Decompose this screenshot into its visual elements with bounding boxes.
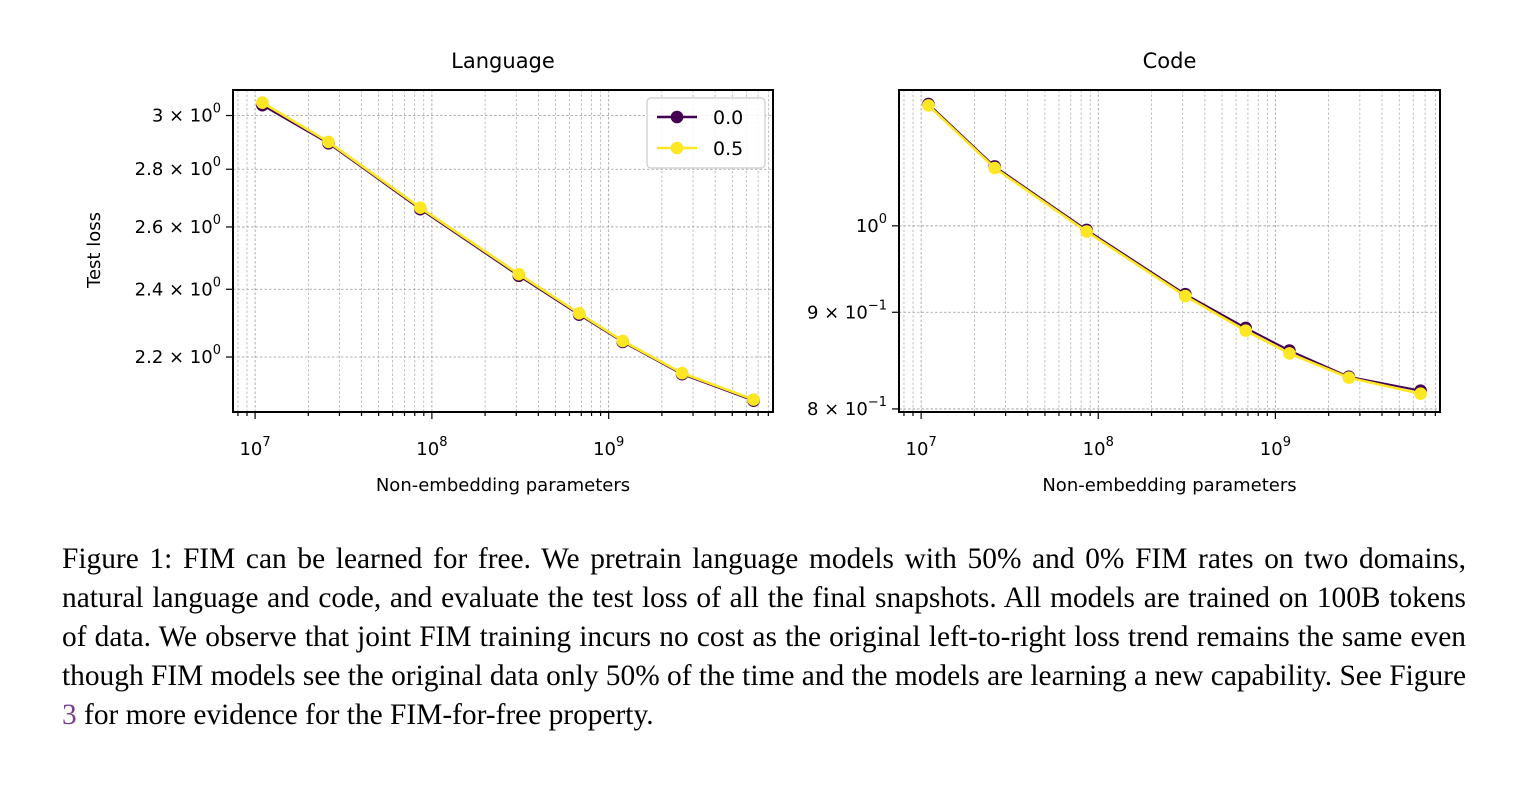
y-tick-label: 8 × 10−1: [807, 395, 887, 420]
data-point: [1239, 324, 1253, 338]
data-point: [512, 267, 526, 281]
x-tick-label: 109: [1260, 435, 1291, 460]
series-line: [261, 101, 755, 401]
x-axis-label: Non-embedding parameters: [376, 475, 630, 496]
legend-marker: [670, 141, 684, 155]
caption-text: Figure 1: FIM can be learned for free. W…: [62, 543, 1466, 692]
x-tick-label: 108: [416, 435, 447, 460]
x-tick-label: 109: [593, 435, 624, 460]
legend-marker: [670, 110, 684, 124]
x-tick-label: 107: [239, 435, 270, 460]
y-axis-label: Test loss: [84, 212, 105, 289]
y-tick-label: 2.4 × 100: [135, 275, 221, 300]
y-tick-label: 2.2 × 100: [135, 343, 221, 368]
data-point: [988, 161, 1001, 175]
chart-title: Code: [1143, 49, 1197, 73]
grid: [899, 90, 1440, 412]
data-point: [747, 393, 760, 406]
grid: [233, 90, 773, 412]
plot-frame: [232, 89, 774, 413]
data-point: [322, 135, 335, 149]
legend-label: 0.5: [713, 138, 743, 160]
caption-text-end: for more evidence for the FIM-for-free p…: [76, 699, 654, 731]
y-tick-label: 2.8 × 100: [135, 155, 221, 180]
data-point: [1178, 289, 1192, 303]
y-tick-label: 2.6 × 100: [135, 213, 221, 238]
data-point: [1283, 347, 1296, 360]
y-tick-label: 100: [856, 212, 887, 237]
ticks: [892, 225, 1436, 419]
series-0.5: [256, 96, 760, 406]
plot-frame: [898, 89, 1441, 413]
data-point: [675, 366, 689, 380]
y-tick-label: 9 × 10−1: [807, 298, 887, 323]
series-0.0: [922, 97, 1427, 397]
series-line: [927, 103, 1421, 392]
figure-caption: Figure 1: FIM can be learned for free. W…: [62, 540, 1466, 735]
data-point: [572, 307, 586, 320]
chart-title: Language: [451, 49, 555, 73]
data-point: [1342, 371, 1356, 385]
x-tick-label: 108: [1083, 435, 1114, 460]
series-line: [927, 104, 1421, 395]
data-point: [616, 334, 629, 348]
legend: 0.00.5: [646, 97, 766, 169]
x-tick-label: 107: [906, 435, 937, 460]
data-point: [256, 96, 269, 109]
figure-reference-link[interactable]: 3: [62, 699, 77, 731]
y-tick-label: 3 × 100: [152, 102, 221, 127]
legend-box: [646, 97, 766, 169]
data-point: [1414, 387, 1427, 400]
data-point: [1080, 225, 1093, 238]
language-panel: 107 108 109 2.2 × 100 2.4 × 100 2.6 × 100 2.8 …: [84, 49, 774, 496]
figure: 107 108 109 2.2 × 100 2.4 × 100 2.6 × 100 2.8 …: [84, 49, 1441, 496]
legend-label: 0.0: [713, 107, 743, 129]
x-axis-label: Non-embedding parameters: [1042, 475, 1296, 496]
data-point: [414, 201, 427, 215]
series-0.5: [922, 99, 1427, 400]
code-panel: 107 108 109 8 × 10−1 9 × 10−1 100 Code Non-embe…: [807, 49, 1441, 496]
data-point: [922, 99, 935, 112]
